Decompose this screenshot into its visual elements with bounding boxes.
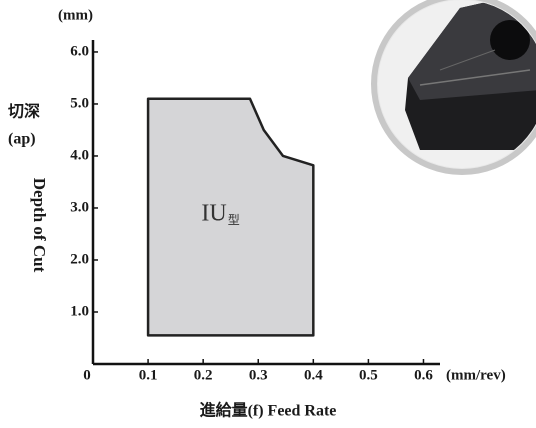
x-tick-label: 0.6 xyxy=(414,367,433,383)
x-tick-label: 0.1 xyxy=(139,367,158,383)
x-tick-label: 0.2 xyxy=(194,367,213,383)
region-label: IU xyxy=(201,201,226,227)
y-tick-label: 4.0 xyxy=(70,147,89,163)
region xyxy=(146,97,315,337)
y-tick-label: 1.0 xyxy=(70,303,89,319)
region-label-sub: 型 xyxy=(228,213,240,227)
insert-photo xyxy=(371,0,536,175)
y-unit: (mm) xyxy=(58,7,93,23)
x-tick-label: 0.3 xyxy=(249,367,268,383)
x-unit: (mm/rev) xyxy=(446,367,506,383)
y-label-jp: 切深 xyxy=(8,102,40,121)
y-tick-label: 6.0 xyxy=(70,43,89,59)
y-tick-label: 2.0 xyxy=(70,251,89,267)
x-tick-label: 0.4 xyxy=(304,367,323,383)
x-tick-label: 0.5 xyxy=(359,367,378,383)
x-tick-label: 0 xyxy=(83,367,91,383)
x-label: 進給量(f) Feed Rate xyxy=(200,401,337,420)
y-tick-label: 3.0 xyxy=(70,199,89,215)
y-tick-label: 5.0 xyxy=(70,95,89,111)
y-label-symbol: (ap) xyxy=(8,131,36,148)
y-label: Depth of Cut xyxy=(30,178,49,273)
